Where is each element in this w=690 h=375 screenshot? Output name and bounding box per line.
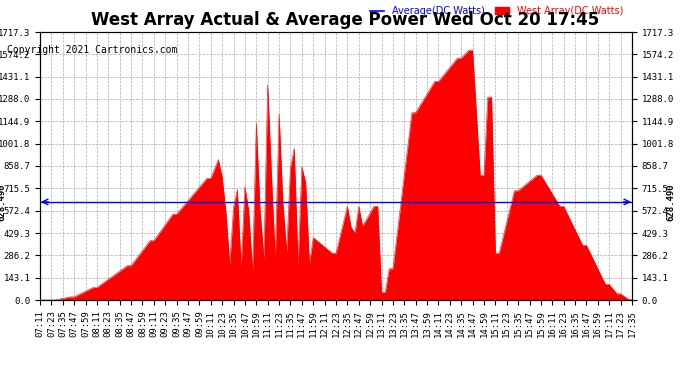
Text: Copyright 2021 Cartronics.com: Copyright 2021 Cartronics.com	[7, 45, 177, 55]
Legend: Average(DC Watts), West Array(DC Watts): Average(DC Watts), West Array(DC Watts)	[366, 2, 627, 20]
Text: 628.490: 628.490	[666, 183, 675, 221]
Text: West Array Actual & Average Power Wed Oct 20 17:45: West Array Actual & Average Power Wed Oc…	[91, 11, 599, 29]
Text: 628.490: 628.490	[0, 183, 6, 221]
